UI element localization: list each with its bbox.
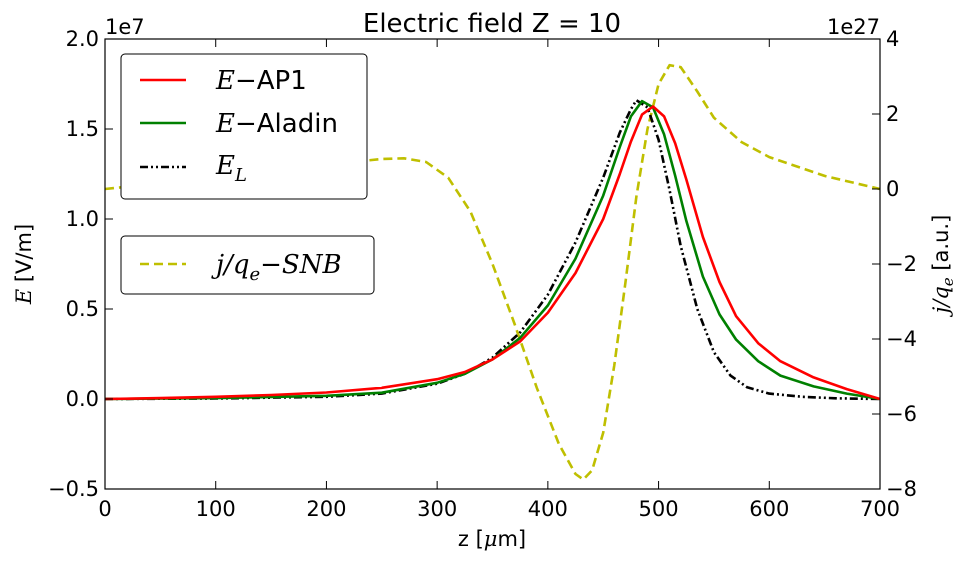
- legend-label-el: EL: [215, 151, 247, 186]
- y-axis-label: E [V/m]: [12, 224, 36, 305]
- chart-title: Electric field Z = 10: [363, 9, 621, 39]
- y-tick-label: 2.0: [66, 27, 99, 51]
- y-right-tick-label: −8: [886, 477, 917, 501]
- legend-label-snb: j/qe−SNB: [211, 250, 342, 285]
- legend-main-box: [120, 53, 368, 200]
- legend-main: E−AP1 E−Aladin EL: [120, 53, 368, 200]
- legend-label-ap1: E−AP1: [215, 66, 307, 96]
- y-tick-label: 1.5: [66, 117, 99, 141]
- x-tick-label: 400: [528, 497, 568, 521]
- ticks-layer: 0 100 200 300 400 500 600 700 −0.5 0.0 0.5 1.0 1.5 2.…: [48, 27, 917, 521]
- x-tick-label: 300: [417, 497, 457, 521]
- y-tick-label: −0.5: [48, 477, 99, 501]
- y-right-tick-label: 2: [886, 102, 899, 126]
- y-right-tick-label: −4: [886, 327, 917, 351]
- x-tick-label: 500: [639, 497, 679, 521]
- y-right-tick-label: 4: [886, 27, 899, 51]
- x-tick-label: 100: [196, 497, 236, 521]
- series-line-0: [104, 105, 881, 401]
- y-tick-label: 0.5: [66, 297, 99, 321]
- x-tick-label: 700: [860, 497, 900, 521]
- y-right-axis-label: j/qe [a.u.]: [929, 215, 957, 318]
- x-tick-label: 600: [749, 497, 789, 521]
- y-right-multiplier: 1e27: [827, 15, 880, 39]
- series-line-3: [104, 63, 881, 481]
- y-multiplier: 1e7: [105, 15, 145, 39]
- series-layer: [104, 63, 881, 481]
- y-right-tick-label: 0: [886, 177, 899, 201]
- x-tick-label: 0: [98, 497, 111, 521]
- legend-label-aladin: E−Aladin: [215, 109, 338, 139]
- legend-right-axis: j/qe−SNB: [120, 235, 375, 295]
- y-right-tick-label: −6: [886, 402, 917, 426]
- series-line-1: [104, 99, 881, 401]
- legend-right-box: [120, 235, 375, 295]
- x-tick-label: 200: [306, 497, 346, 521]
- x-axis-label: z [μm]: [458, 527, 526, 551]
- y-tick-label: 1.0: [66, 207, 99, 231]
- y-tick-label: 0.0: [66, 387, 99, 411]
- y-right-tick-label: −2: [886, 252, 917, 276]
